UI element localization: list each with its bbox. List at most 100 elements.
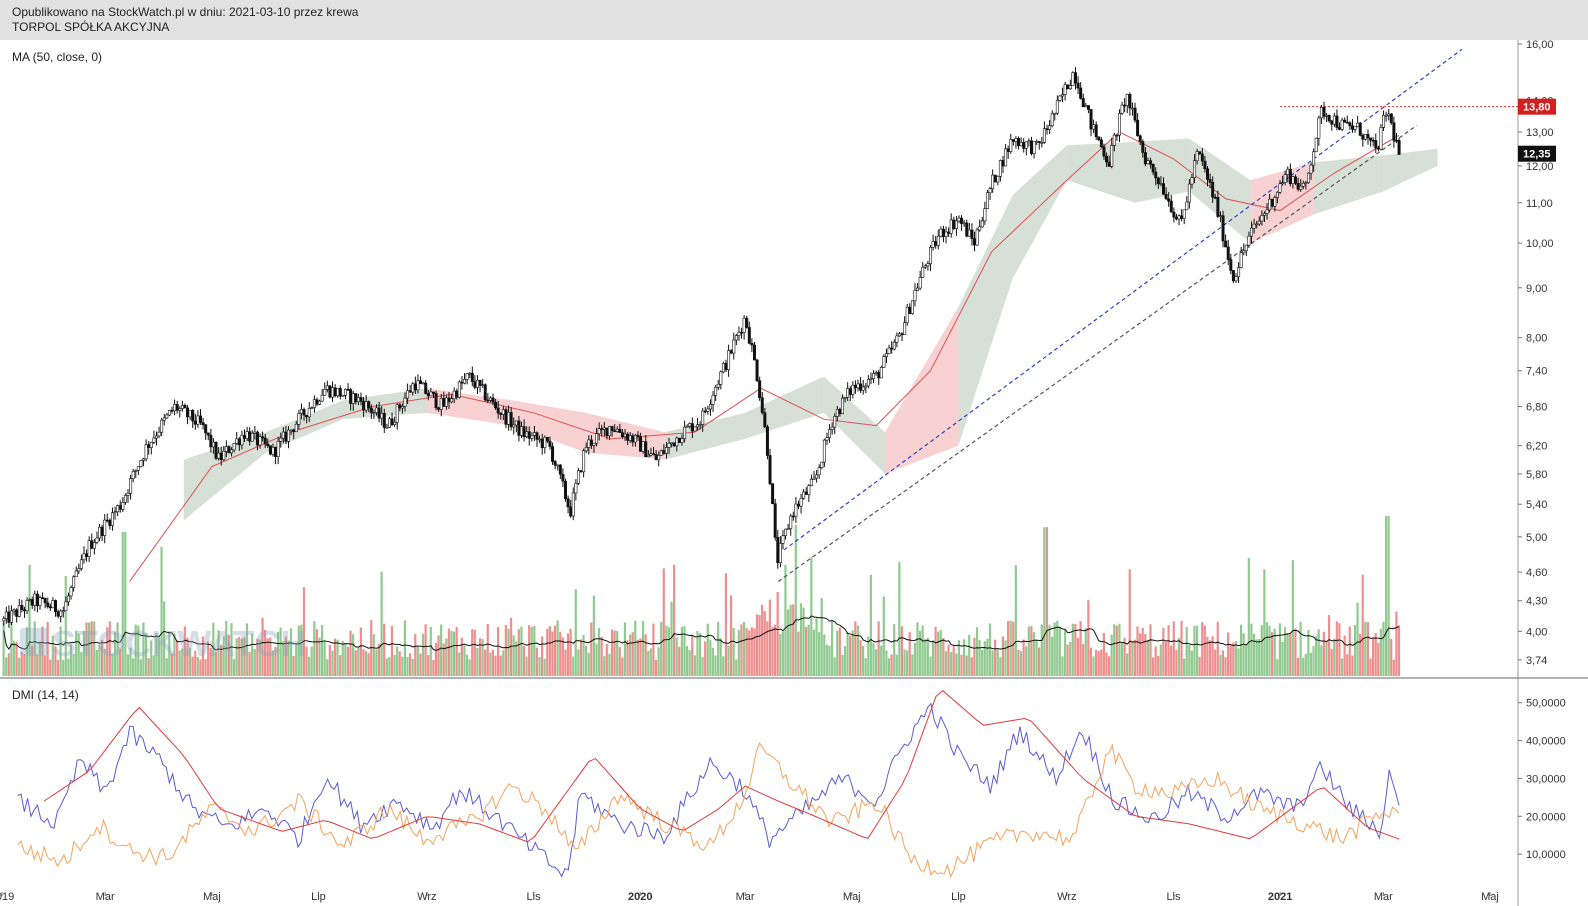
price-tick-label: 4,00 bbox=[1526, 626, 1547, 638]
volume-bar bbox=[647, 650, 650, 676]
volume-bar bbox=[297, 625, 300, 676]
candle-body bbox=[69, 587, 73, 597]
candle-body bbox=[1206, 168, 1210, 180]
volume-bar bbox=[1307, 630, 1310, 676]
candle-body bbox=[602, 427, 606, 430]
candle-body bbox=[390, 418, 394, 426]
volume-bar bbox=[284, 636, 287, 676]
candle-body bbox=[1035, 141, 1039, 143]
volume-bar bbox=[582, 634, 585, 676]
volume-bar bbox=[1006, 620, 1010, 676]
candle-body bbox=[685, 425, 689, 428]
volume-bar bbox=[1361, 574, 1364, 676]
volume-bar bbox=[657, 647, 660, 676]
candle-body bbox=[1022, 142, 1026, 149]
candle-body bbox=[206, 432, 210, 436]
candle-body bbox=[1392, 122, 1396, 141]
volume-bar bbox=[429, 626, 432, 676]
candle-body bbox=[758, 380, 762, 399]
volume-bar bbox=[450, 630, 453, 676]
volume-bar bbox=[388, 657, 391, 676]
volume-bar bbox=[1058, 627, 1061, 676]
candle-body bbox=[916, 287, 920, 291]
candle-body bbox=[470, 372, 474, 382]
candle-body bbox=[1066, 84, 1070, 90]
volume-bar bbox=[820, 597, 823, 676]
candle-body bbox=[266, 443, 270, 447]
candle-body bbox=[175, 403, 179, 411]
volume-bar bbox=[1170, 645, 1173, 676]
candle-body bbox=[1327, 114, 1331, 122]
candle-body bbox=[1376, 147, 1380, 150]
candle-body bbox=[639, 436, 643, 452]
dmi-tick-label: 20,0000 bbox=[1526, 811, 1566, 823]
volume-bar bbox=[779, 634, 782, 676]
volume-bar bbox=[90, 621, 93, 676]
candle-body bbox=[993, 174, 997, 183]
candle-body bbox=[804, 491, 808, 495]
volume-bar bbox=[530, 626, 533, 676]
candle-body bbox=[1040, 142, 1044, 144]
volume-bar bbox=[1190, 650, 1193, 676]
volume-bar bbox=[517, 629, 520, 676]
volume-bar bbox=[362, 649, 365, 676]
volume-bar bbox=[67, 658, 70, 676]
candle-body bbox=[708, 404, 712, 410]
volume-bar bbox=[1322, 631, 1326, 676]
candle-body bbox=[1117, 113, 1121, 136]
volume-bar bbox=[805, 626, 808, 676]
volume-bar bbox=[538, 657, 541, 676]
volume-bar bbox=[944, 651, 948, 676]
volume-bar bbox=[1317, 629, 1320, 676]
candle-body bbox=[760, 397, 764, 413]
volume-bar bbox=[877, 621, 880, 676]
candle-body bbox=[162, 417, 166, 421]
volume-bar bbox=[385, 658, 388, 676]
candle-body bbox=[1260, 215, 1264, 222]
candle-body bbox=[1195, 151, 1199, 162]
volume-bar bbox=[160, 546, 163, 676]
volume-bar bbox=[1382, 621, 1385, 676]
candle-body bbox=[828, 429, 832, 438]
candle-body bbox=[763, 412, 767, 428]
volume-bar bbox=[836, 630, 839, 676]
volume-bar bbox=[256, 638, 259, 676]
candle-body bbox=[1306, 172, 1310, 183]
volume-bar bbox=[1338, 623, 1341, 676]
volume-bar bbox=[261, 617, 264, 676]
candle-body bbox=[1353, 126, 1357, 130]
volume-bar bbox=[131, 658, 135, 676]
time-tick-label: Mar bbox=[1374, 891, 1393, 903]
candle-body bbox=[240, 435, 244, 446]
candle-body bbox=[118, 505, 122, 510]
volume-bar bbox=[631, 632, 634, 676]
volume-bar bbox=[7, 653, 10, 676]
volume-bar bbox=[421, 633, 425, 676]
time-tick-label: Lis bbox=[527, 891, 542, 903]
volume-bar bbox=[235, 638, 238, 676]
volume-bar bbox=[331, 650, 334, 676]
volume-bar bbox=[520, 626, 523, 676]
candle-body bbox=[589, 439, 593, 446]
volume-bar bbox=[564, 649, 567, 676]
volume-bar bbox=[838, 627, 841, 676]
volume-bar bbox=[1309, 652, 1313, 676]
candle-body bbox=[1084, 105, 1088, 108]
di-plus-line bbox=[17, 702, 1400, 878]
candle-body bbox=[1382, 114, 1386, 128]
volume-bar bbox=[898, 561, 901, 676]
candle-body bbox=[56, 611, 60, 617]
candle-body bbox=[830, 426, 834, 430]
volume-bar bbox=[1239, 624, 1243, 676]
candle-body bbox=[1369, 137, 1373, 141]
volume-bar bbox=[163, 601, 166, 676]
candle-body bbox=[1094, 124, 1098, 138]
volume-bar bbox=[227, 634, 230, 676]
candle-body bbox=[931, 241, 935, 248]
ichimoku-cloud-segment bbox=[512, 400, 587, 453]
trendline bbox=[777, 125, 1417, 582]
candle-body bbox=[219, 452, 223, 460]
volume-bar bbox=[1260, 625, 1263, 676]
volume-bar bbox=[476, 648, 479, 676]
candle-body bbox=[380, 412, 384, 419]
